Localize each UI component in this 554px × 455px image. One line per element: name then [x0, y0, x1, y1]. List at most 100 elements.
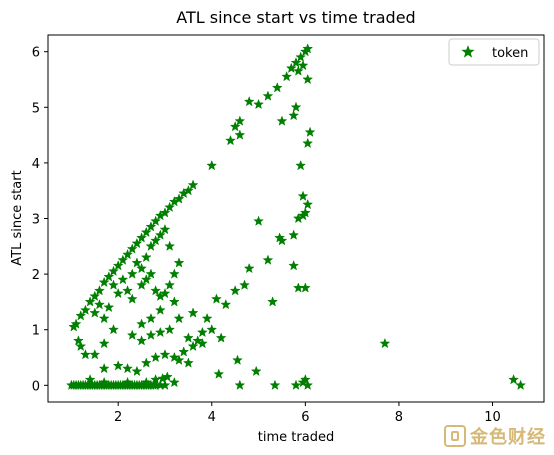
data-point: [94, 285, 105, 296]
x-tick-label: 10: [484, 410, 501, 425]
data-point: [112, 287, 124, 299]
data-point: [220, 298, 232, 310]
y-tick-label: 0: [32, 379, 40, 394]
data-point: [108, 323, 119, 335]
y-tick-label: 5: [32, 101, 40, 116]
data-point: [159, 223, 171, 235]
data-point: [84, 296, 96, 307]
data-point: [145, 268, 157, 279]
data-point: [292, 65, 304, 76]
data-point: [140, 226, 152, 238]
data-point: [297, 59, 309, 71]
data-point: [161, 371, 173, 382]
data-point: [98, 337, 110, 349]
data-point: [234, 115, 246, 126]
data-point: [302, 73, 314, 85]
data-point: [75, 310, 87, 321]
data-point: [126, 243, 138, 254]
data-point: [290, 101, 302, 112]
data-point: [239, 279, 250, 290]
legend: token: [448, 38, 540, 66]
data-point: [290, 379, 302, 390]
data-point: [131, 365, 143, 377]
data-point: [159, 379, 171, 390]
x-axis-label: time traded: [258, 430, 334, 445]
data-point: [154, 229, 166, 240]
data-point: [508, 374, 520, 385]
data-point: [178, 346, 190, 357]
x-axis: 2 4 6 8 10: [114, 402, 501, 425]
data-point: [173, 257, 185, 268]
data-point: [112, 260, 124, 271]
data-point: [122, 362, 133, 374]
data-point: [112, 360, 124, 371]
legend-box: [448, 38, 540, 66]
data-point: [299, 282, 311, 293]
data-point: [140, 357, 152, 368]
data-point: [94, 298, 105, 310]
y-tick-label: 3: [32, 213, 40, 228]
data-point: [98, 376, 110, 388]
data-point: [276, 115, 288, 126]
data-point: [281, 70, 293, 82]
data-point: [262, 90, 274, 101]
data-point: [80, 304, 91, 315]
data-point: [145, 240, 157, 251]
data-point: [154, 326, 166, 338]
data-point: [168, 268, 180, 279]
data-point: [250, 365, 262, 377]
watermark: 金色财经: [444, 423, 546, 449]
data-point: [253, 215, 264, 226]
data-point: [225, 134, 236, 146]
data-point: [122, 248, 133, 260]
data-point: [253, 98, 264, 110]
data-point: [98, 312, 110, 324]
data-point: [302, 198, 314, 210]
data-point: [234, 129, 246, 140]
data-point: [288, 260, 300, 271]
data-point: [84, 374, 96, 385]
data-point: [299, 374, 311, 385]
data-point: [229, 285, 241, 296]
data-point: [150, 351, 162, 363]
y-tick-label: 1: [32, 324, 40, 339]
data-point: [232, 354, 243, 365]
data-point: [290, 57, 302, 68]
data-point: [89, 290, 101, 301]
data-point: [271, 82, 283, 93]
data-point: [98, 276, 110, 288]
data-point: [285, 62, 297, 73]
data-point: [267, 296, 279, 307]
data-point: [108, 265, 119, 276]
data-point: [173, 354, 185, 365]
data-point: [126, 268, 138, 279]
data-point: [234, 379, 246, 390]
data-point: [182, 332, 194, 343]
data-point: [206, 159, 218, 171]
data-point: [117, 254, 129, 265]
data-point: [136, 318, 148, 329]
data-point: [136, 335, 148, 346]
data-point: [243, 262, 255, 274]
data-point: [98, 362, 110, 374]
data-point: [154, 304, 166, 315]
data-point: [145, 312, 157, 324]
data-point: [164, 240, 176, 251]
data-point: [187, 179, 199, 190]
data-point: [187, 340, 199, 352]
data-point: [103, 301, 115, 313]
data-point: [140, 273, 152, 285]
data-point: [187, 307, 199, 318]
data-point: [168, 296, 180, 307]
data-point: [150, 285, 162, 296]
x-tick-label: 6: [301, 410, 309, 425]
data-point: [269, 379, 281, 390]
data-point: [292, 212, 304, 224]
data-point: [136, 232, 148, 243]
data-point: [164, 323, 176, 335]
x-tick-label: 8: [395, 410, 403, 425]
legend-label-token: token: [492, 46, 528, 61]
data-point: [379, 337, 391, 349]
series-token: [65, 43, 527, 390]
data-point: [159, 349, 171, 360]
